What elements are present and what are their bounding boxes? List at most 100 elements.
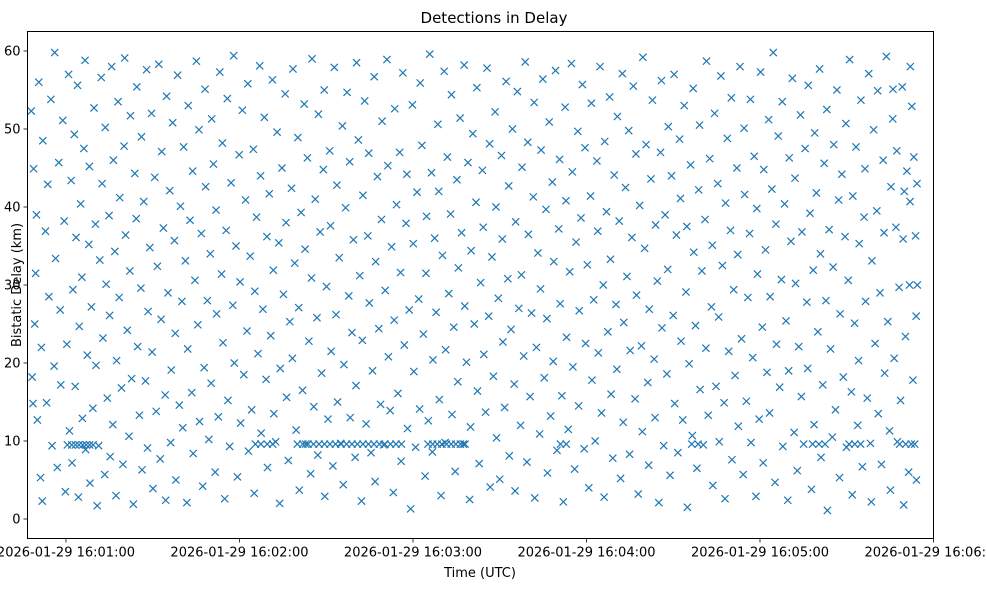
data-point [97, 73, 106, 82]
data-point [68, 458, 77, 467]
data-point [130, 169, 139, 178]
data-point [821, 440, 830, 449]
data-point [56, 305, 65, 314]
data-point [344, 291, 353, 300]
x-marker [888, 114, 897, 123]
x-marker [249, 145, 258, 154]
x-marker [387, 242, 396, 251]
data-point [521, 57, 530, 66]
data-point [463, 158, 472, 167]
data-point [139, 197, 148, 206]
data-point [339, 360, 348, 369]
x-marker [130, 169, 139, 178]
x-marker [667, 171, 676, 180]
data-point [731, 371, 740, 380]
x-marker [230, 358, 239, 368]
y-tick-label: 60 [4, 45, 21, 60]
data-point [737, 334, 746, 343]
data-point [511, 217, 520, 226]
data-point [260, 113, 269, 122]
data-point [514, 304, 523, 313]
data-point [98, 334, 108, 343]
x-marker [867, 256, 876, 265]
x-marker [242, 326, 252, 336]
data-point [645, 305, 654, 314]
data-point [288, 354, 297, 363]
x-marker [594, 348, 603, 357]
x-marker [522, 458, 531, 467]
data-point [322, 282, 331, 291]
data-point [371, 257, 380, 266]
data-point [276, 364, 285, 373]
x-marker [227, 178, 236, 187]
x-marker [771, 478, 780, 487]
x-marker [355, 271, 364, 280]
x-marker [788, 74, 797, 83]
data-point [527, 309, 536, 318]
x-marker [873, 86, 882, 95]
data-point [472, 83, 481, 92]
x-marker [82, 440, 91, 449]
data-point [546, 412, 555, 421]
data-point [247, 405, 256, 414]
data-point [821, 296, 830, 305]
data-point [646, 174, 655, 183]
x-marker [476, 278, 485, 287]
data-point [556, 299, 565, 308]
x-marker [657, 323, 666, 332]
x-marker [298, 386, 307, 395]
x-marker [105, 311, 114, 320]
data-point [781, 316, 791, 325]
x-marker [732, 163, 741, 173]
data-point [479, 223, 488, 232]
x-marker [607, 390, 616, 399]
x-marker [75, 322, 84, 331]
x-marker [449, 323, 458, 332]
x-marker [905, 280, 914, 290]
x-marker [654, 498, 663, 507]
data-point [152, 407, 161, 416]
x-marker [678, 415, 687, 424]
data-point [343, 88, 352, 97]
data-point [238, 106, 247, 115]
data-point [473, 387, 482, 396]
x-marker [576, 213, 586, 222]
x-marker [886, 182, 896, 191]
data-point [637, 341, 646, 350]
data-point [867, 497, 876, 506]
x-marker [559, 497, 568, 506]
x-marker [88, 404, 97, 413]
x-tick-label: 2026-01-29 16:01:00 [0, 546, 135, 561]
x-marker [670, 70, 679, 79]
data-point [758, 323, 767, 332]
x-marker [279, 290, 288, 299]
data-point [681, 287, 690, 297]
data-point [805, 209, 815, 218]
data-point [345, 157, 354, 166]
data-point [175, 401, 184, 410]
x-marker [883, 317, 892, 326]
x-marker [44, 292, 53, 301]
x-marker [168, 118, 177, 127]
data-point [596, 62, 605, 71]
x-marker [430, 234, 439, 243]
x-marker [416, 78, 425, 88]
x-marker [740, 124, 749, 133]
x-marker [454, 263, 463, 272]
data-point [538, 75, 547, 84]
x-marker [170, 236, 179, 245]
data-point [854, 356, 863, 365]
x-marker [211, 468, 220, 477]
data-point [176, 202, 185, 211]
x-marker [561, 103, 570, 112]
data-point [157, 147, 166, 156]
data-point [809, 266, 818, 275]
x-marker [790, 174, 800, 183]
x-marker [704, 411, 713, 420]
x-marker [184, 101, 193, 110]
data-point [117, 383, 126, 392]
data-point [666, 471, 675, 480]
data-point [87, 302, 96, 311]
x-marker [284, 456, 293, 465]
x-marker [510, 380, 519, 389]
